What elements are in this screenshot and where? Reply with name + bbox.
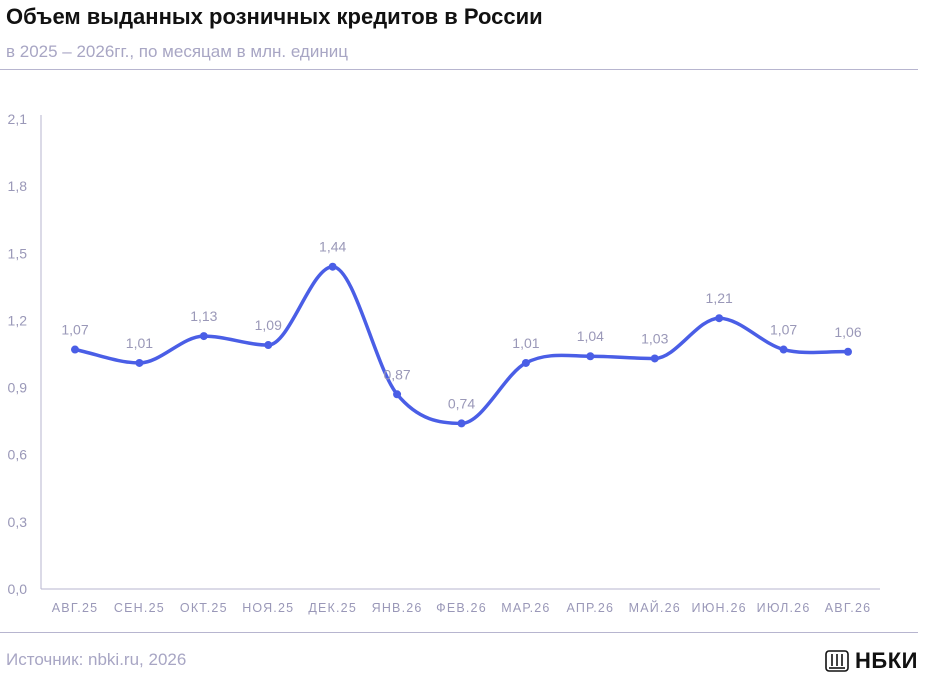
data-point	[521, 358, 530, 367]
x-tick-label: ОКТ.25	[180, 601, 228, 615]
data-label: 0,74	[448, 395, 475, 411]
data-point	[650, 354, 659, 363]
x-tick-label: ИЮН.26	[692, 601, 747, 615]
y-tick-label: 0,9	[8, 380, 28, 396]
data-point	[779, 345, 788, 354]
y-tick-label: 0,6	[8, 447, 28, 463]
data-label: 1,04	[577, 328, 604, 344]
y-tick-label: 2,1	[8, 111, 28, 127]
data-label: 1,44	[319, 239, 346, 255]
y-tick-label: 1,8	[8, 178, 28, 194]
x-tick-label: МАЙ.26	[629, 600, 681, 615]
data-point	[715, 314, 724, 323]
y-tick-label: 0,3	[8, 514, 28, 530]
data-label: 1,07	[61, 322, 88, 338]
footer-divider	[0, 632, 918, 633]
x-tick-label: СЕН.25	[114, 601, 165, 615]
x-tick-label: ФЕВ.26	[436, 601, 487, 615]
y-tick-label: 1,5	[8, 245, 28, 261]
data-label: 1,09	[255, 317, 282, 333]
data-point	[328, 262, 337, 271]
chart-subtitle: в 2025 – 2026гг., по месяцам в млн. един…	[6, 42, 348, 61]
x-tick-label: АВГ.25	[52, 601, 99, 615]
data-point	[199, 332, 208, 341]
line-chart: 0,0 0,3 0,6 0,9 1,2 1,5 1,8 2,1 АВГ.25 СЕН.25 ОКТ.…	[8, 111, 880, 615]
data-point	[135, 358, 144, 367]
data-point	[393, 390, 402, 399]
header-divider	[0, 69, 918, 70]
data-point	[844, 347, 852, 356]
data-label: 1,07	[770, 322, 797, 338]
x-tick-label: АПР.26	[566, 601, 614, 615]
data-label: 1,01	[126, 335, 153, 351]
data-label: 0,87	[383, 366, 410, 382]
data-label: 1,13	[190, 308, 217, 324]
data-point	[71, 345, 79, 354]
x-tick-label: ЯНВ.26	[372, 601, 423, 615]
data-point	[264, 341, 273, 350]
y-tick-label: 0,0	[8, 581, 28, 597]
x-tick-label: ИЮЛ.26	[757, 601, 811, 615]
building-columns-icon	[825, 650, 849, 672]
x-tick-label: ДЕК.25	[308, 601, 357, 615]
brand-logo: НБКИ	[825, 648, 918, 674]
x-tick-label: АВГ.26	[825, 601, 872, 615]
x-tick-label: НОЯ.25	[242, 601, 294, 615]
chart-title: Объем выданных розничных кредитов в Росс…	[6, 4, 543, 29]
data-label: 1,01	[512, 335, 539, 351]
data-point	[457, 419, 466, 428]
data-label: 1,03	[641, 330, 668, 346]
source-note: Источник: nbki.ru, 2026	[6, 650, 187, 669]
x-tick-label: МАР.26	[501, 601, 550, 615]
data-label: 1,21	[706, 290, 733, 306]
data-point	[586, 352, 595, 361]
brand-name: НБКИ	[855, 648, 918, 673]
data-label: 1,06	[834, 324, 861, 340]
y-tick-label: 1,2	[8, 312, 28, 328]
